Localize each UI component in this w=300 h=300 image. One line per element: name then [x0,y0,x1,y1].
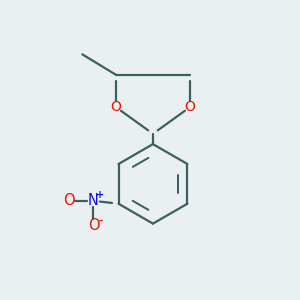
Text: O: O [111,100,122,114]
Text: O: O [184,100,195,114]
Text: +: + [96,190,104,200]
Text: O: O [88,218,99,233]
Text: O: O [63,193,74,208]
Text: N: N [88,193,99,208]
Text: -: - [99,215,103,226]
